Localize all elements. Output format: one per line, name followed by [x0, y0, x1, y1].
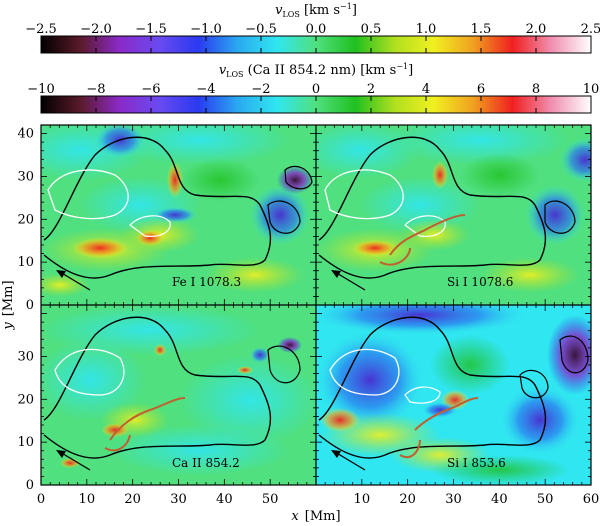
colorbar-bottom-label: vLOS (Ca II 854.2 nm) [km s−1] — [219, 62, 413, 79]
arrow-icon — [59, 451, 91, 471]
panel-fe-1078-3 — [41, 125, 316, 305]
colorbar-top-tick-label: 0.5 — [361, 22, 382, 37]
y-tick-label: 30 — [17, 349, 34, 364]
y-tick-label: 30 — [17, 169, 34, 184]
x-tick-label: 10 — [79, 492, 96, 507]
colorbar-top-tick-label: 1.5 — [471, 22, 492, 37]
colorbar-top-tick-label: −0.5 — [245, 22, 277, 37]
panel-label-si-1078: Si I 1078.6 — [447, 275, 513, 289]
colorbar-top-label: vLOS [km s−1] — [275, 2, 357, 19]
colorbar-bottom: vLOS (Ca II 854.2 nm) [km s−1] −10 −8 −6 −4… — [27, 62, 600, 114]
panel-si-853-6 — [316, 305, 591, 485]
y-tick-label: 0 — [26, 298, 34, 313]
axis-ticks — [40, 124, 592, 486]
colorbar-bottom-tick-label: −6 — [141, 82, 160, 97]
colorbar-bottom-tick-label: −10 — [27, 82, 54, 97]
colorbar-bottom-tick-label: −2 — [251, 82, 270, 97]
axis-ticklabels: 0 10 20 30 40 50 10 20 30 40 50 60 40 30 20 10 0 30 20 10 0 — [17, 127, 599, 507]
arrow-icon — [334, 271, 366, 291]
panel-si-1078-6 — [316, 125, 591, 305]
y-axis-label: y[Mm] — [1, 280, 16, 330]
colorbar-bottom-tick-label: 4 — [422, 82, 430, 97]
colorbar-top-tick-label: 1.0 — [416, 22, 437, 37]
x-tick-label: 20 — [124, 492, 141, 507]
colorbar-top-tick-label: −1.0 — [190, 22, 222, 37]
x-tick-label: 30 — [445, 492, 462, 507]
panel-label-si-853: Si I 853.6 — [447, 456, 506, 470]
colorbar-bottom-tick-label: 10 — [583, 82, 600, 97]
panel-label-ca: Ca II 854.2 — [172, 456, 240, 470]
y-tick-label: 0 — [26, 478, 34, 493]
x-tick-label: 50 — [262, 492, 279, 507]
colorbar-bottom-tick-label: −4 — [196, 82, 215, 97]
x-tick-label: 20 — [399, 492, 416, 507]
y-tick-label: 10 — [17, 255, 34, 270]
panel-label-fe: Fe I 1078.3 — [172, 275, 241, 289]
x-tick-label: 40 — [216, 492, 233, 507]
x-tick-label: 30 — [170, 492, 187, 507]
colorbar-top-tick-label: 2.5 — [581, 22, 600, 37]
colorbar-bottom-tick-label: 8 — [532, 82, 540, 97]
y-tick-label: 20 — [17, 392, 34, 407]
colorbar-top: vLOS [km s−1] −2.5 −2.0 −1.5 −1.0 −0.5 0.0 0.5… — [25, 2, 600, 54]
colorbar-bottom-tick-label: 0 — [312, 82, 320, 97]
colorbar-top-tick-label: 0.0 — [306, 22, 327, 37]
colorbar-top-tick-label: −1.5 — [135, 22, 167, 37]
colorbar-bottom-tick-label: −8 — [86, 82, 105, 97]
colorbar-bottom-tick-label: 2 — [367, 82, 375, 97]
x-tick-label: 0 — [37, 492, 45, 507]
arrow-icon — [59, 271, 91, 291]
colorbar-bottom-tick-label: 6 — [477, 82, 485, 97]
y-tick-label: 40 — [17, 127, 34, 142]
y-tick-label: 10 — [17, 435, 34, 450]
panel-ca-854-2 — [41, 305, 316, 485]
x-tick-label: 50 — [537, 492, 554, 507]
x-tick-label: 40 — [491, 492, 508, 507]
arrow-icon — [334, 451, 366, 471]
x-axis-label: x [Mm] — [291, 509, 340, 524]
x-tick-label: 60 — [583, 492, 600, 507]
y-tick-label: 20 — [17, 212, 34, 227]
x-tick-label: 10 — [354, 492, 371, 507]
colorbar-top-tick-label: −2.5 — [25, 22, 57, 37]
colorbar-top-tick-label: 2.0 — [526, 22, 547, 37]
colorbar-top-tick-label: −2.0 — [80, 22, 112, 37]
